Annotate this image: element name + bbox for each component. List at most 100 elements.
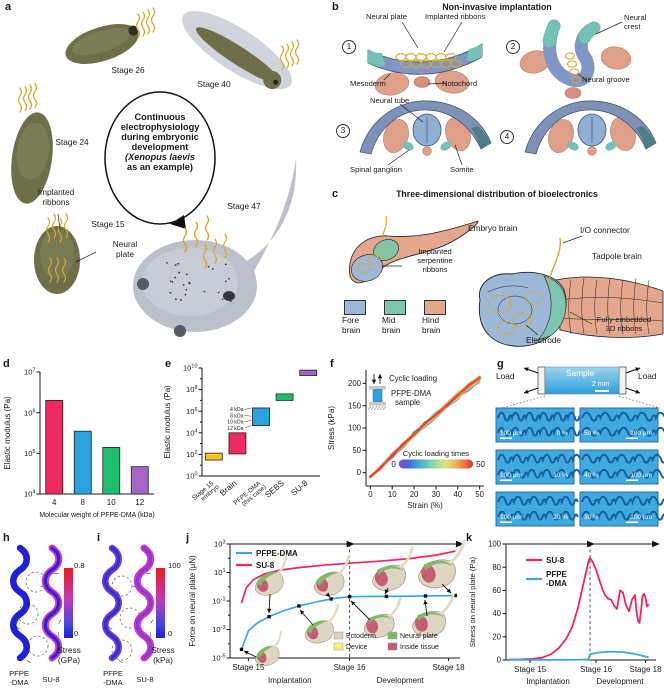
range-bar	[275, 393, 294, 401]
embryo-cross-section-icon	[304, 603, 340, 644]
embryo-brain-illustration	[349, 215, 479, 284]
xenopus-lifecycle-illustration	[11, 7, 300, 337]
somite-label: Somite	[450, 165, 474, 174]
svg-text:8: 8	[81, 498, 86, 507]
svg-text:0 %: 0 %	[557, 430, 568, 437]
micrograph-tile: 100 μm 10 %	[495, 449, 589, 485]
panel-b-label: b	[332, 1, 339, 13]
tadpole-brain-illustration	[478, 237, 664, 347]
io-connector-label: I/O connector	[580, 225, 630, 235]
svg-text:10-1: 10-1	[212, 597, 225, 606]
svg-text:PFPE-DMA: PFPE-DMA	[391, 389, 432, 398]
svg-text:Stage 15: Stage 15	[514, 665, 547, 674]
svg-text:40: 40	[492, 609, 501, 618]
svg-text:60: 60	[492, 586, 501, 595]
svg-text:101: 101	[214, 568, 226, 577]
scale-2mm-label: 2 mm	[592, 381, 610, 388]
svg-text:200: 200	[348, 379, 362, 388]
bar-10kda	[102, 446, 121, 495]
chart-cyclic-stress-strain: 0 50 100 150 200 0 10 20 30 40 50 Strain (%) Stress …	[327, 370, 486, 510]
colorbar-max-label: 0.8	[74, 561, 85, 570]
svg-text:PFPE-DMA: PFPE-DMA	[256, 549, 298, 558]
svg-text:12: 12	[135, 498, 144, 507]
panel-a-lifecycle: a Stage 26 Stage 40 Stage 24 Stage 47 Co…	[0, 0, 330, 358]
svg-text:4: 4	[52, 498, 57, 507]
svg-text:105: 105	[24, 449, 36, 458]
chart-force-on-neural-plate: 10-5 10-3 10-1 101 103 PFPE-DMA SU-8 Ectoderm De…	[188, 540, 466, 685]
stage-47-label: Stage 47	[227, 201, 261, 211]
step4-closed-diagram	[524, 100, 657, 156]
svg-text:Inside tissue: Inside tissue	[400, 644, 439, 651]
panel-c-distribution: c Three-dimensional distribution of bioe…	[330, 188, 664, 356]
hind-brain-label: Hind brain	[422, 315, 441, 335]
bar-8kda	[73, 430, 92, 495]
stage-26-embryo	[65, 24, 139, 64]
scalebar-2mm	[595, 390, 609, 392]
step-2-badge: 2	[506, 40, 520, 54]
stage-47-tadpole	[133, 158, 297, 337]
cyclic-colorbar	[398, 459, 474, 469]
material-pfpe-label: PFPE -DMA	[9, 669, 29, 687]
svg-text:Implantation: Implantation	[526, 677, 570, 686]
neural-groove-label: Neural groove	[582, 75, 630, 84]
panel-d-label: d	[3, 358, 10, 370]
panel-b-title: Non-invasive implantation	[442, 2, 552, 12]
svg-text:102: 102	[186, 450, 198, 459]
svg-text:Development: Development	[377, 676, 425, 685]
step1-neural-plate-diagram	[367, 43, 483, 96]
svg-text:Molecular weight of PFPE-DMA (: Molecular weight of PFPE-DMA (kDa)	[39, 512, 154, 519]
svg-text:100 μm: 100 μm	[630, 472, 652, 479]
serpentine-su8	[135, 546, 153, 660]
svg-text:40: 40	[453, 490, 462, 499]
svg-text:106: 106	[186, 407, 198, 416]
neural-plate-callout: Neural plate	[112, 239, 138, 259]
svg-text:0: 0	[357, 468, 362, 477]
svg-text:Cyclic loading times: Cyclic loading times	[403, 449, 470, 458]
chart-elastic-modulus-vs-mw: 104 105 106 107 4 8 10 12 Molecular weight of PF…	[3, 368, 155, 519]
step3-neural-tube-diagram	[359, 100, 492, 156]
neural-tube-label: Neural tube	[370, 96, 410, 105]
svg-text:8 kDa: 8 kDa	[230, 413, 244, 419]
svg-text:SU-8: SU-8	[546, 556, 565, 565]
svg-text:80: 80	[492, 563, 501, 572]
serpentine-pfpe	[10, 544, 30, 662]
panel-k-stress-chart: k 0 20 40 60 80 100 SU-8 PFPE -DMA Stage 15 Stage …	[464, 532, 664, 700]
panel-c-title: Three-dimensional distribution of bioele…	[396, 189, 598, 199]
svg-text:4 kDa: 4 kDa	[230, 407, 244, 413]
svg-text:10: 10	[107, 498, 116, 507]
fore-brain-label: Fore brain	[342, 315, 361, 335]
micrograph-tile: 100 μm 20 %	[495, 491, 579, 527]
embryo-cross-section-icon	[372, 546, 414, 591]
cycle-arrowhead	[170, 215, 186, 229]
svg-text:30 %: 30 %	[584, 514, 599, 521]
mid-brain-swatch	[384, 300, 406, 315]
step-4-badge: 4	[500, 130, 514, 144]
svg-text:100 μm: 100 μm	[500, 472, 522, 479]
colorbar-min-label: 0	[74, 629, 79, 638]
svg-text:104: 104	[186, 428, 198, 437]
electrode-label: Electrode	[526, 335, 562, 345]
svg-text:50: 50	[352, 446, 361, 455]
svg-text:100 μm: 100 μm	[500, 514, 522, 521]
range-bar	[299, 369, 318, 376]
embryo-brain-label: Embryo brain	[468, 223, 518, 233]
svg-text:10-5: 10-5	[212, 654, 225, 663]
svg-text:107: 107	[24, 368, 36, 377]
svg-text:104: 104	[24, 490, 36, 499]
svg-text:10 %: 10 %	[553, 472, 568, 479]
svg-text:Implantation: Implantation	[268, 676, 312, 685]
svg-text:20: 20	[492, 632, 501, 641]
sample-strip	[544, 366, 620, 395]
svg-text:100: 100	[186, 472, 198, 481]
hind-brain-swatch	[424, 300, 446, 315]
svg-text:50 %: 50 %	[584, 430, 599, 437]
cycle-caption: Continuous electrophysiology during embr…	[120, 112, 200, 172]
chart-modulus-comparison: 100 102 104 106 108 1010 Stage 15embryoBrainPF…	[163, 364, 320, 508]
material-pfpe-label: PFPE -DMA	[103, 669, 123, 687]
stage-40-label: Stage 40	[197, 79, 231, 89]
svg-text:Stress on neural plate (Pa): Stress on neural plate (Pa)	[468, 556, 477, 647]
svg-text:10: 10	[388, 490, 397, 499]
svg-text:SU-8: SU-8	[256, 561, 275, 570]
svg-text:20 %: 20 %	[553, 514, 568, 521]
